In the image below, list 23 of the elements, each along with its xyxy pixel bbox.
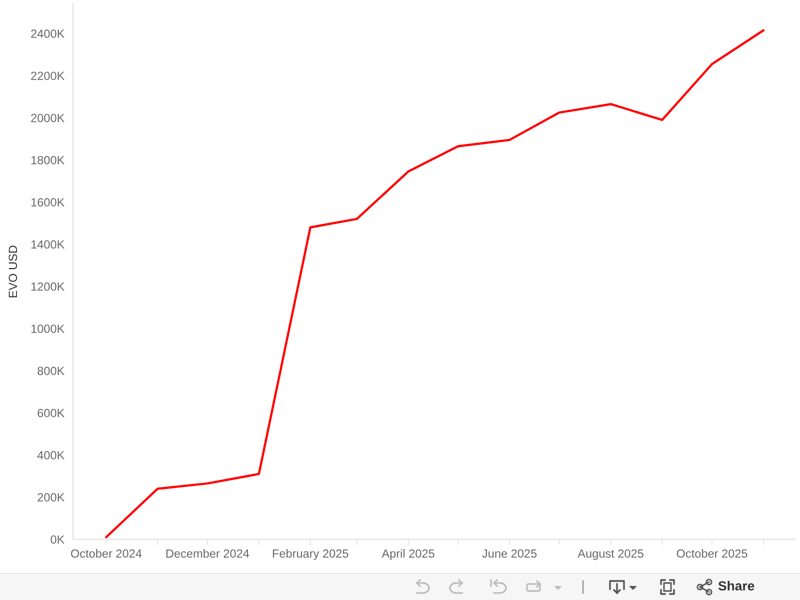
y-tick-label: 800K — [38, 366, 65, 376]
y-tick-label: 1600K — [31, 198, 65, 206]
y-tick-label: 1800K — [31, 156, 65, 164]
y-tick-label: 0K — [50, 535, 65, 544]
x-tick-label: December 2024 — [166, 549, 250, 558]
y-tick-label: 1200K — [31, 282, 65, 291]
y-tick-label: 600K — [38, 408, 65, 418]
y-tick-label: 1400K — [31, 240, 65, 249]
y-tick-label: 2400K — [31, 30, 65, 38]
y-tick-label: 2000K — [31, 114, 65, 122]
y-tick-label: 400K — [37, 451, 65, 460]
text: Share — [718, 580, 754, 591]
y-tick-label: 1000K — [31, 324, 65, 333]
x-tick-label: April 2025 — [382, 549, 434, 560]
y-tick-label: 2200K — [31, 72, 65, 80]
x-tick-label: October 2024 — [70, 549, 142, 558]
x-tick-label: August 2025 — [578, 549, 644, 560]
y-axis-title: EVO USD — [8, 246, 18, 298]
x-tick-label: October 2025 — [676, 549, 748, 558]
y-tick-label: 200K — [38, 493, 65, 502]
x-tick-label: June 2025 — [482, 549, 537, 558]
line-series — [105, 29, 765, 538]
x-tick-label: February 2025 — [272, 549, 348, 560]
